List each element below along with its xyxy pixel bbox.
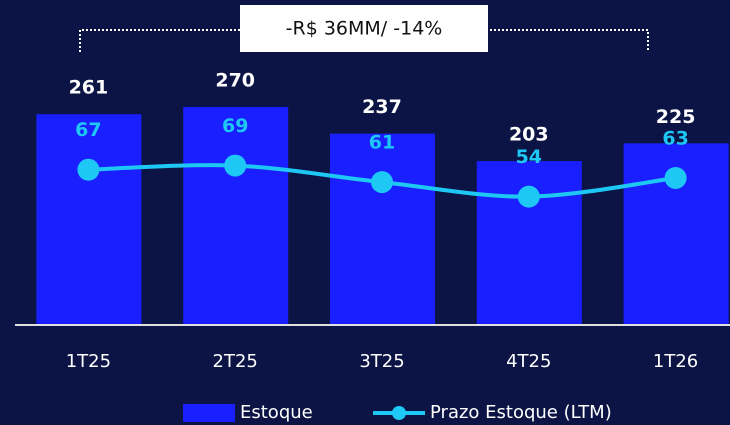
line-point: [517, 185, 540, 208]
bar: [36, 114, 142, 326]
line-value-label: 61: [369, 132, 395, 154]
line-value-label: 69: [222, 115, 248, 137]
bar-value-label: 237: [362, 96, 402, 118]
legend-swatch: [392, 406, 406, 420]
annotation-box: [240, 5, 488, 52]
bar: [330, 133, 435, 325]
line-value-label: 63: [662, 127, 688, 149]
x-tick-label: 2T25: [213, 351, 258, 372]
x-tick-label: 3T25: [359, 351, 404, 372]
bar-value-label: 270: [215, 69, 255, 91]
line-point: [664, 166, 687, 189]
line-point: [371, 171, 393, 194]
legend-label: Estoque: [240, 402, 313, 423]
x-tick-label: 1T26: [653, 351, 698, 372]
annotation: -R$ 36MM/ -14%: [286, 18, 443, 40]
line-value-label: 54: [516, 146, 542, 168]
x-tick-label: 4T25: [506, 351, 551, 372]
line-value-label: 67: [75, 119, 101, 141]
bar-value-label: 225: [656, 106, 696, 128]
bar-value-label: 203: [509, 124, 549, 146]
bar-value-label: 261: [69, 77, 109, 99]
legend-swatch: [183, 404, 235, 422]
line-point: [77, 158, 100, 181]
line-point: [224, 154, 247, 177]
bar: [183, 106, 289, 325]
legend-label: Prazo Estoque (LTM): [430, 402, 612, 423]
x-tick-label: 1T25: [66, 351, 111, 372]
